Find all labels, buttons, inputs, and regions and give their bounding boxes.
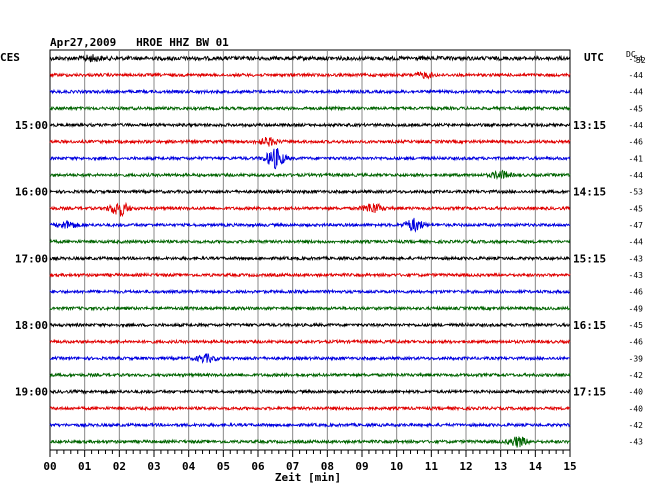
dc-offset-label: -46 <box>629 138 644 147</box>
x-tick-label: 12 <box>459 460 472 473</box>
x-tick-label: 01 <box>78 460 92 473</box>
seismic-trace <box>49 371 571 379</box>
trace-group <box>49 54 571 448</box>
dc-offset-label: -43 <box>629 438 644 447</box>
dc-offset-label: -44 <box>629 121 644 130</box>
right-hour-label: 15:15 <box>573 252 606 265</box>
x-tick-label: 03 <box>147 460 160 473</box>
dc-offset-label: -43 <box>629 254 644 263</box>
seismic-trace <box>49 169 571 181</box>
seismic-trace <box>49 88 571 95</box>
seismic-trace <box>49 388 571 395</box>
seismic-trace <box>49 271 571 279</box>
left-hour-label: 18:00 <box>15 319 48 332</box>
time-axis: 00 01 02 03 04 05 06 07 08 09 10 11 12 13 14 15 <box>43 450 577 473</box>
left-hour-label: 15:00 <box>15 119 48 132</box>
minute-grid <box>84 50 536 450</box>
dc-offset-label: -45 <box>629 321 644 330</box>
seismic-trace <box>49 255 571 262</box>
x-tick-label: 02 <box>113 460 126 473</box>
dc-offset-label: -40 <box>629 404 644 413</box>
seismic-trace <box>49 405 571 412</box>
left-hour-label: 19:00 <box>15 386 48 399</box>
left-hour-label: 16:00 <box>15 186 48 199</box>
x-tick-label: 15 <box>563 460 576 473</box>
seismic-trace <box>49 321 571 329</box>
seismic-trace <box>49 71 571 80</box>
dc-offset-label: -47 <box>629 221 644 230</box>
x-tick-label: 10 <box>390 460 403 473</box>
seismic-trace <box>49 305 571 312</box>
dc-header-value: 52 <box>636 56 646 65</box>
x-tick-label: 11 <box>425 460 439 473</box>
dc-offset-label: -45 <box>629 204 644 213</box>
left-hour-label: 17:00 <box>15 252 48 265</box>
seismic-trace <box>49 435 571 448</box>
x-axis-label: Zeit [min] <box>275 471 341 484</box>
dc-offset-label: -42 <box>629 421 644 430</box>
x-tick-label: 08 <box>321 460 334 473</box>
dc-offset-label: -49 <box>629 304 644 313</box>
x-tick-label: 14 <box>529 460 543 473</box>
right-timezone-label: UTC <box>584 51 604 64</box>
x-tick-label: 07 <box>286 460 299 473</box>
dc-offset-label: -40 <box>629 388 644 397</box>
right-hour-label: 17:15 <box>573 386 606 399</box>
seismic-trace <box>49 105 571 112</box>
dc-offset-label: -44 <box>629 171 644 180</box>
seismic-trace <box>49 147 571 170</box>
dc-offset-labels: -54 -44 -44 -45 -44 -46 -41 -44 -53 -45 -47 -44 -43 -… <box>629 54 644 446</box>
seismic-trace <box>49 188 571 195</box>
x-tick-label: 13 <box>494 460 507 473</box>
dc-offset-label: -41 <box>629 154 644 163</box>
dc-offset-label: -54 <box>629 54 644 63</box>
seismic-trace <box>49 421 571 429</box>
x-tick-label: 00 <box>43 460 56 473</box>
dc-offset-label: -46 <box>629 338 644 347</box>
chart-title: Apr27,2009 HROE HHZ BW 01 <box>50 36 229 49</box>
dc-offset-label: -44 <box>629 71 644 80</box>
seismic-trace <box>49 54 571 63</box>
dc-offset-label: -44 <box>629 238 644 247</box>
seismic-trace <box>49 238 571 245</box>
x-tick-label: 09 <box>355 460 368 473</box>
seismic-trace <box>49 353 571 364</box>
x-tick-label: 06 <box>251 460 265 473</box>
hour-labels: 15:00 16:00 17:00 18:00 19:00 13:15 14:15 15:15… <box>15 119 606 399</box>
dc-offset-label: -45 <box>629 104 644 113</box>
seismic-trace <box>49 338 571 345</box>
dc-offset-label: -53 <box>629 188 644 197</box>
seismic-trace <box>49 201 571 218</box>
dc-offset-label: -44 <box>629 88 644 97</box>
seismic-trace <box>49 136 571 147</box>
left-timezone-label: CES <box>0 51 20 64</box>
right-hour-label: 13:15 <box>573 119 606 132</box>
dc-offset-label: -42 <box>629 371 644 380</box>
right-hour-label: 16:15 <box>573 319 606 332</box>
right-hour-label: 14:15 <box>573 186 606 199</box>
seismic-trace <box>49 288 571 295</box>
dc-offset-label: -46 <box>629 288 644 297</box>
seismic-trace <box>49 121 571 129</box>
dc-header-label: DC <box>626 50 636 59</box>
seismic-trace <box>49 217 571 233</box>
x-tick-label: 04 <box>182 460 196 473</box>
plot-frame <box>49 49 571 451</box>
dc-offset-label: -39 <box>629 354 644 363</box>
dc-offset-label: -43 <box>629 271 644 280</box>
x-tick-label: 05 <box>217 460 230 473</box>
